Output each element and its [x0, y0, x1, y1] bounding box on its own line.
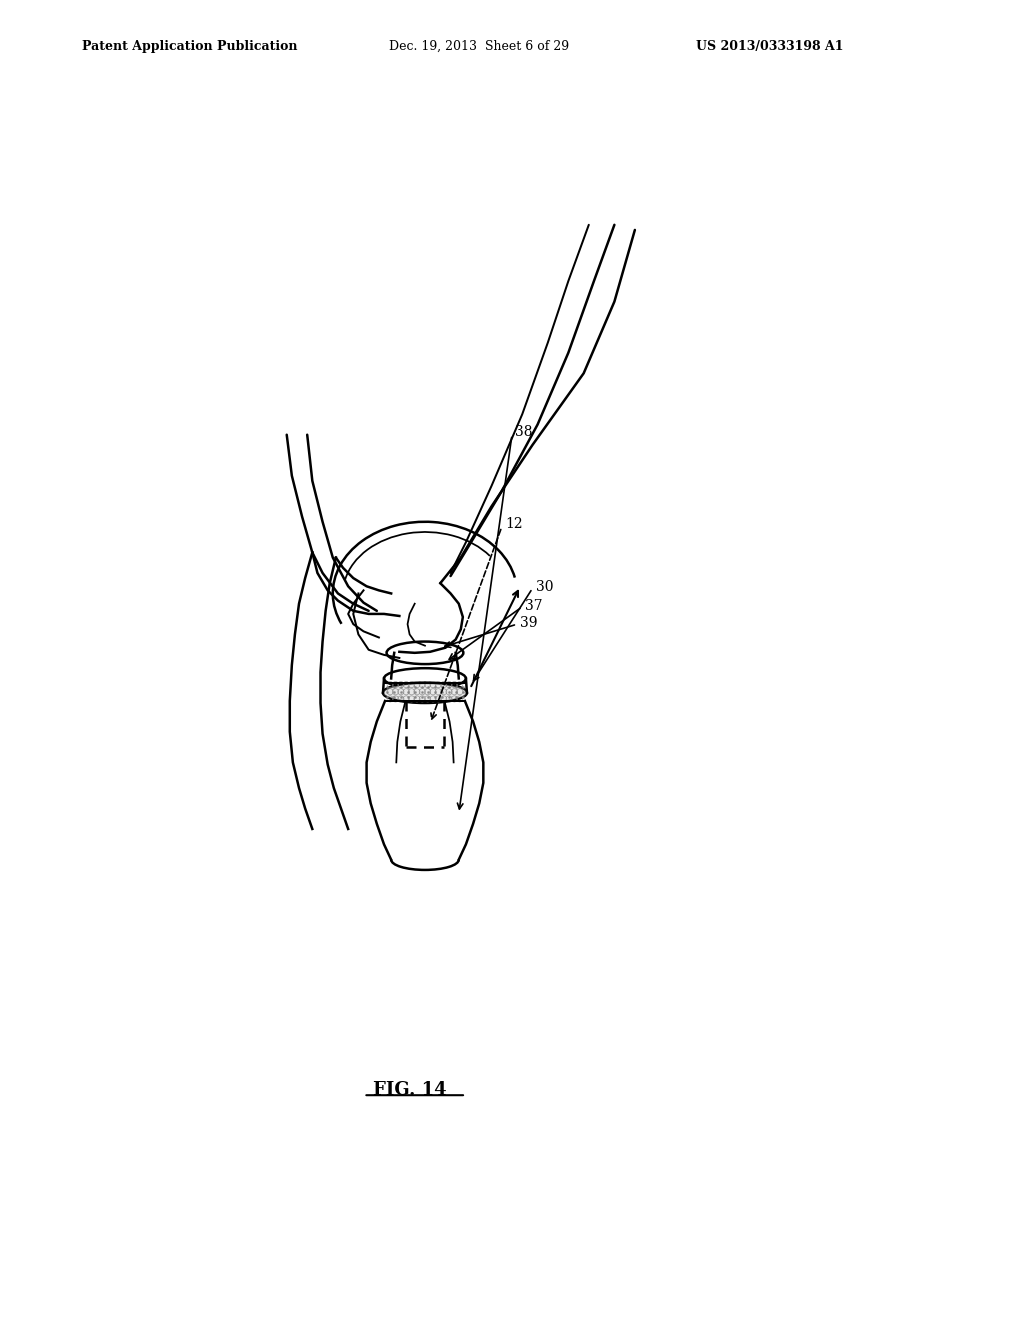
Text: Patent Application Publication: Patent Application Publication: [82, 40, 297, 53]
Ellipse shape: [384, 668, 466, 689]
Ellipse shape: [383, 684, 467, 702]
Text: 39: 39: [520, 616, 538, 630]
Text: 12: 12: [505, 517, 522, 531]
Text: US 2013/0333198 A1: US 2013/0333198 A1: [696, 40, 844, 53]
Ellipse shape: [383, 682, 467, 704]
Ellipse shape: [391, 671, 459, 686]
Text: 38: 38: [515, 425, 532, 438]
Text: 30: 30: [536, 581, 553, 594]
Text: 37: 37: [525, 599, 543, 612]
Text: Dec. 19, 2013  Sheet 6 of 29: Dec. 19, 2013 Sheet 6 of 29: [389, 40, 569, 53]
Text: FIG. 14: FIG. 14: [373, 1081, 446, 1100]
Ellipse shape: [387, 642, 463, 664]
